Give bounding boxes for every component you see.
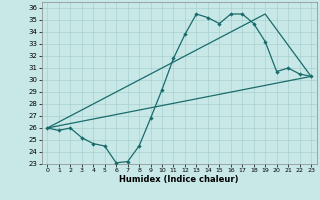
X-axis label: Humidex (Indice chaleur): Humidex (Indice chaleur) xyxy=(119,175,239,184)
